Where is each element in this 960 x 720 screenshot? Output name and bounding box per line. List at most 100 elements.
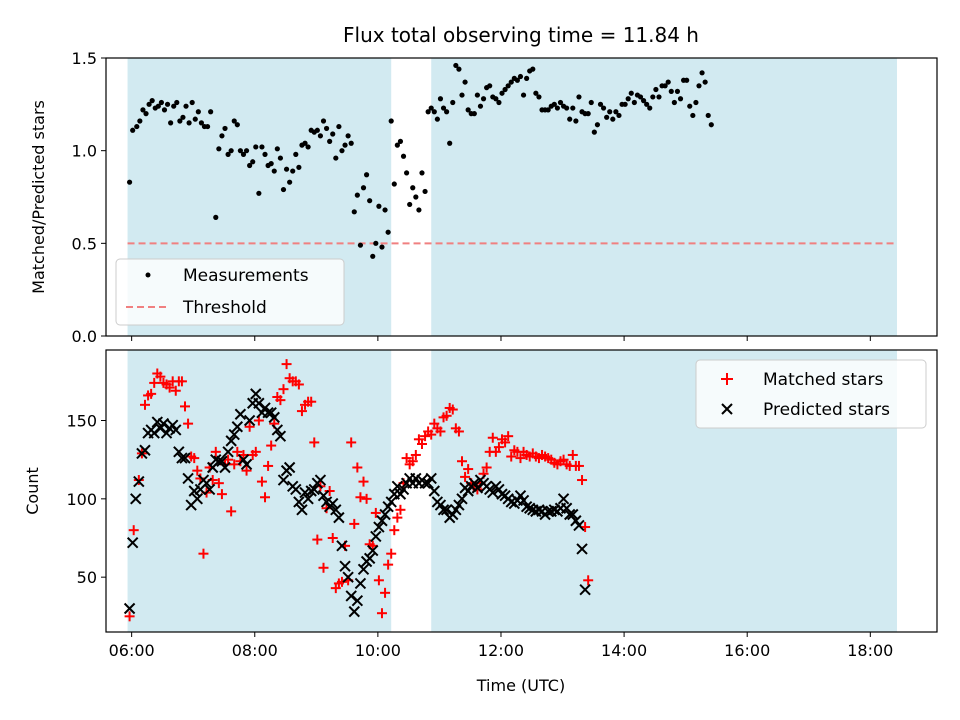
predicted-stars-point xyxy=(157,417,170,430)
measurement-point xyxy=(471,111,477,117)
matched-stars-point xyxy=(346,437,357,448)
measurement-point xyxy=(456,66,462,72)
top-legend-box xyxy=(115,258,345,326)
matched-stars-point xyxy=(124,611,135,622)
measurement-point xyxy=(677,96,684,102)
predicted-stars-point xyxy=(200,477,213,489)
matched-stars-point xyxy=(327,533,338,543)
measurement-point xyxy=(149,98,155,104)
measurement-point xyxy=(330,131,336,137)
measurement-point xyxy=(146,101,152,107)
predicted-stars-point xyxy=(191,493,204,505)
matched-stars-point xyxy=(453,426,464,437)
measurement-point xyxy=(216,146,222,152)
predicted-stars-point xyxy=(179,452,191,464)
matched-stars-point xyxy=(577,475,588,486)
measurement-point xyxy=(705,112,711,119)
measurement-point xyxy=(382,207,388,213)
measurement-point xyxy=(161,107,168,113)
predicted-stars-point xyxy=(397,483,410,496)
measurement-point xyxy=(143,111,149,117)
measurement-point xyxy=(573,118,579,124)
predicted-stars-point xyxy=(283,461,296,474)
measurement-point xyxy=(576,94,582,100)
measurement-point xyxy=(514,77,520,83)
predicted-stars-point xyxy=(357,563,370,576)
measurement-point xyxy=(434,116,440,122)
measurement-point xyxy=(637,94,644,100)
top-y-tick-label: 1.5 xyxy=(72,49,97,68)
measurement-point xyxy=(336,123,342,130)
predicted-stars-point xyxy=(567,508,579,521)
matched-stars-point xyxy=(306,396,317,407)
measurement-point xyxy=(425,109,431,115)
matched-stars-point xyxy=(503,431,514,442)
measurement-point xyxy=(327,138,333,144)
measurement-point xyxy=(231,118,237,124)
matched-stars-point xyxy=(573,460,584,471)
measurement-point xyxy=(385,229,391,235)
measurement-point xyxy=(228,148,234,154)
predicted-stars-point xyxy=(348,605,360,618)
measurement-point xyxy=(493,96,499,102)
measurement-point xyxy=(440,105,447,111)
top-y-tick-label: 1.0 xyxy=(72,142,97,161)
measurement-point xyxy=(189,99,195,106)
measurement-point xyxy=(653,86,659,93)
predicted-stars-point xyxy=(219,461,231,474)
matched-stars-point xyxy=(370,507,381,518)
predicted-stars-point xyxy=(339,560,351,572)
predicted-stars-point xyxy=(133,475,145,488)
measurement-point xyxy=(277,155,284,161)
measurement-point xyxy=(403,170,410,176)
matched-stars-point xyxy=(389,525,400,536)
bottom-panel: 06:00 08:00 10:00 12:00 14:00 16:00 18:00 50 100… xyxy=(23,349,938,695)
measurement-point xyxy=(520,92,527,98)
predicted-stars-point xyxy=(130,493,142,505)
measurement-point xyxy=(171,103,177,109)
predicted-stars-point xyxy=(302,493,314,505)
bottom-panel-frame xyxy=(105,349,938,633)
matched-stars-point xyxy=(278,384,289,395)
predicted-stars-point xyxy=(557,493,570,505)
measurement-point xyxy=(305,144,311,150)
measurement-point xyxy=(302,140,308,146)
predicted-stars-point xyxy=(277,474,290,486)
predicted-stars-point xyxy=(524,502,536,514)
matched-stars-point xyxy=(164,382,175,393)
matched-stars-point xyxy=(244,421,255,432)
matched-stars-point xyxy=(435,426,446,437)
predicted-stars-point xyxy=(308,483,320,496)
measurement-point xyxy=(533,90,539,96)
matched-stars-point xyxy=(149,377,160,388)
measurement-point xyxy=(213,214,219,220)
top-y-tick-label: 0.5 xyxy=(72,234,97,253)
measurement-point xyxy=(262,151,268,157)
measurement-point xyxy=(693,99,699,106)
measurement-point xyxy=(650,94,656,100)
measurement-point xyxy=(674,88,681,94)
measurement-point xyxy=(687,103,693,109)
measurement-point xyxy=(684,77,690,83)
measurement-point xyxy=(699,70,705,76)
measurement-point xyxy=(222,125,228,132)
measurement-point xyxy=(333,155,339,161)
measurement-point xyxy=(551,101,557,107)
measurement-point xyxy=(351,209,357,215)
measurement-point xyxy=(407,201,413,208)
measurement-point xyxy=(293,151,299,157)
measurement-point xyxy=(610,116,616,122)
matched-stars-point xyxy=(281,359,292,370)
measurement-point xyxy=(447,140,453,146)
measurement-point xyxy=(564,105,570,111)
measurement-point xyxy=(640,98,647,104)
predicted-stars-point xyxy=(425,472,437,485)
top-legend: Measurements Threshold xyxy=(115,258,345,326)
bot-shaded-interval xyxy=(127,350,392,632)
measurement-point xyxy=(444,109,450,115)
predicted-stars-point xyxy=(243,414,256,427)
measurement-point xyxy=(628,90,634,96)
measurement-point xyxy=(379,244,385,250)
measurement-point xyxy=(671,99,677,106)
measurement-point xyxy=(164,101,171,107)
